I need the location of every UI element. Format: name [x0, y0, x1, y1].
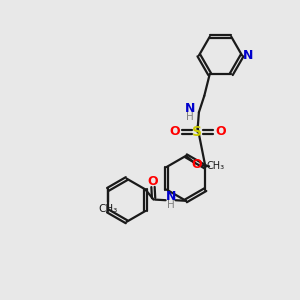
Text: CH₃: CH₃ [98, 204, 118, 214]
Text: O: O [215, 125, 226, 138]
Text: N: N [185, 102, 195, 115]
Text: O: O [192, 158, 203, 171]
Text: N: N [243, 49, 253, 62]
Text: O: O [169, 125, 180, 138]
Text: O: O [148, 175, 158, 188]
Text: H: H [186, 112, 194, 122]
Text: H: H [167, 200, 175, 210]
Text: N: N [166, 190, 176, 203]
Text: S: S [192, 125, 203, 139]
Text: CH₃: CH₃ [207, 161, 225, 171]
